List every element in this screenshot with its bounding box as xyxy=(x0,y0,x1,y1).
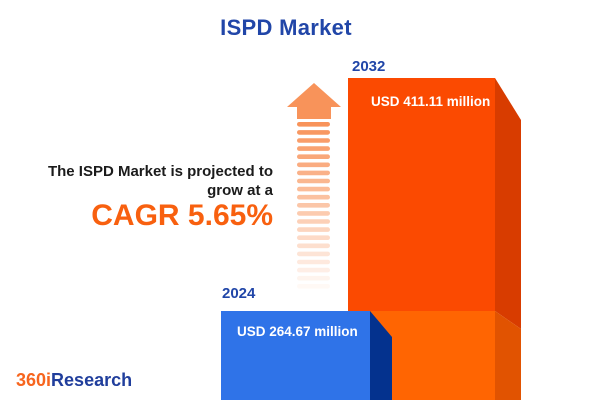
projection-text: The ISPD Market is projected to grow at … xyxy=(20,162,273,200)
bar-value-2024: USD 264.67 million xyxy=(237,324,358,339)
projection-line2: grow at a xyxy=(207,182,273,199)
arrow-stripe xyxy=(297,122,330,127)
page-title: ISPD Market xyxy=(220,15,352,40)
year-label-2024: 2024 xyxy=(222,285,256,302)
brand-logo: 360iResearch xyxy=(16,370,132,391)
brand-logo-suffix: Research xyxy=(51,370,133,390)
arrow-stripe xyxy=(297,130,330,135)
arrow-stripe xyxy=(297,243,330,249)
arrow-head xyxy=(287,83,341,119)
brand-logo-prefix: 360i xyxy=(16,370,52,390)
bar-2024-side xyxy=(370,311,392,400)
bar-2032-side-upper xyxy=(495,78,521,329)
arrow-stripe xyxy=(297,194,330,200)
arrow-stripes xyxy=(297,122,330,289)
bar-value-2032: USD 411.11 million xyxy=(371,94,491,109)
arrow-stripe xyxy=(297,154,330,159)
projection-line1: The ISPD Market is projected to xyxy=(47,163,273,180)
arrow-stripe xyxy=(297,178,330,184)
bar-2032-side-lower xyxy=(495,311,521,400)
bar-2032-front-upper xyxy=(348,78,495,311)
arrow-stripe xyxy=(297,235,330,240)
year-label-2032: 2032 xyxy=(352,58,386,75)
arrow-stripe xyxy=(297,170,330,176)
arrow-stripe xyxy=(297,203,330,208)
arrow-stripe xyxy=(297,259,330,265)
arrow-stripe xyxy=(297,227,330,232)
arrow-stripe xyxy=(297,251,330,257)
growth-arrow-icon xyxy=(287,83,341,289)
arrow-stripe xyxy=(297,275,330,281)
arrow-stripe xyxy=(297,186,330,192)
arrow-stripe xyxy=(297,162,330,168)
arrow-stripe xyxy=(297,138,330,143)
arrow-stripe xyxy=(297,284,330,289)
arrow-stripe xyxy=(297,211,330,216)
cagr-value: CAGR 5.65% xyxy=(91,199,273,232)
bar-2024-front xyxy=(221,311,370,400)
arrow-stripe xyxy=(297,219,330,224)
arrow-stripe xyxy=(297,267,330,273)
arrow-stripe xyxy=(297,146,330,151)
